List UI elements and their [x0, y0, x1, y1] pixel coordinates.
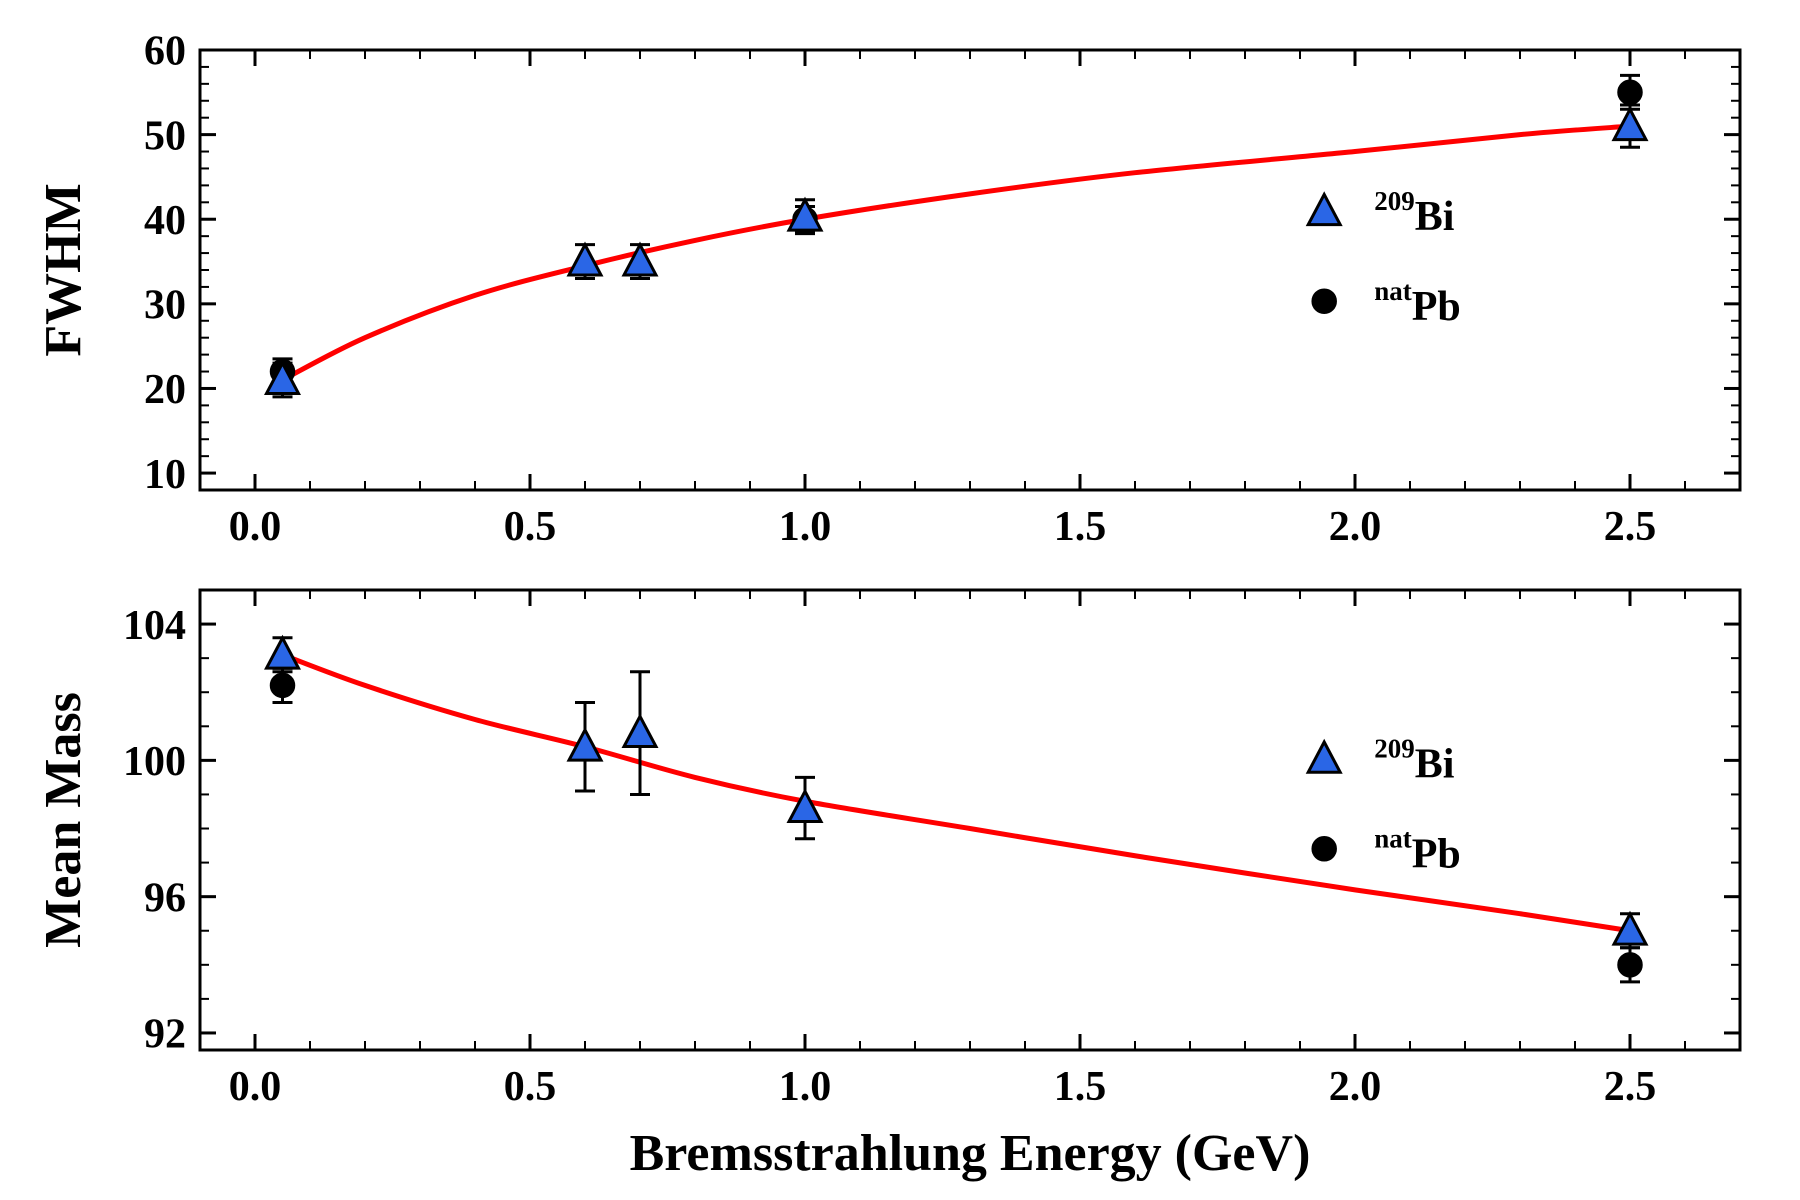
bi-point: [1308, 194, 1340, 224]
y-axis-label: Mean Mass: [35, 692, 92, 948]
x-tick-label: 0.0: [229, 504, 282, 550]
x-axis-label: Bremsstrahlung Energy (GeV): [630, 1125, 1311, 1182]
y-tick-label: 60: [144, 29, 186, 75]
legend-label: 209Bi: [1374, 186, 1455, 240]
x-tick-label: 1.0: [779, 504, 832, 550]
y-tick-label: 104: [123, 603, 186, 649]
pb-point: [271, 673, 295, 697]
legend-label: 209Bi: [1374, 733, 1455, 787]
x-tick-label: 1.5: [1054, 504, 1107, 550]
pb-point: [1618, 80, 1642, 104]
x-tick-label: 2.0: [1329, 1064, 1382, 1110]
chart-svg: 0.0 0.5 1.0 1.5 2.0 2.5 10 20 30 40 50 60 FWHM 209Bi n…: [0, 0, 1800, 1200]
y-tick-label: 40: [144, 198, 186, 244]
y-tick-label: 50: [144, 113, 186, 159]
x-tick-label: 2.0: [1329, 504, 1382, 550]
x-tick-label: 2.5: [1604, 1064, 1657, 1110]
bi-point: [569, 245, 601, 275]
x-tick-label: 1.0: [779, 1064, 832, 1110]
legend-label: natPb: [1374, 276, 1461, 330]
y-tick-label: 96: [144, 875, 186, 921]
figure-container: 0.0 0.5 1.0 1.5 2.0 2.5 10 20 30 40 50 60 FWHM 209Bi n…: [0, 0, 1800, 1200]
plot-frame: [200, 590, 1740, 1050]
fit-curve: [283, 126, 1631, 380]
y-tick-label: 10: [144, 452, 186, 498]
bi-point: [267, 638, 299, 668]
y-tick-label: 92: [144, 1012, 186, 1058]
pb-point: [1618, 953, 1642, 977]
fit-curve: [283, 655, 1631, 931]
plot-frame: [200, 50, 1740, 490]
legend-label: natPb: [1374, 823, 1461, 877]
y-tick-label: 20: [144, 367, 186, 413]
x-tick-label: 0.5: [504, 504, 557, 550]
y-tick-label: 100: [123, 739, 186, 785]
x-tick-label: 1.5: [1054, 1064, 1107, 1110]
bi-point: [1308, 742, 1340, 772]
bi-point: [624, 716, 656, 746]
legend-dot-icon: [1312, 837, 1336, 861]
x-tick-label: 0.5: [504, 1064, 557, 1110]
legend-dot-icon: [1312, 289, 1336, 313]
y-axis-label: FWHM: [35, 183, 92, 356]
bi-point: [789, 791, 821, 821]
y-tick-label: 30: [144, 283, 186, 329]
x-tick-label: 0.0: [229, 1064, 282, 1110]
x-tick-label: 2.5: [1604, 504, 1657, 550]
